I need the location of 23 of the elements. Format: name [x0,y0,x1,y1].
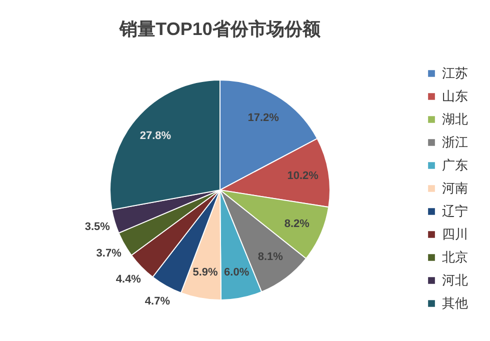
legend-label: 河南 [442,180,468,196]
data-label: 17.2% [248,112,280,124]
legend-label: 河北 [442,272,468,288]
data-label: 8.1% [258,251,284,264]
data-label: 8.2% [284,218,310,230]
data-label: 6.0% [224,266,250,278]
legend-label: 湖北 [442,112,468,126]
legend-label: 四川 [442,226,468,242]
chart-title: 销量TOP10省份市场份额 [118,19,322,39]
legend-label: 北京 [442,250,468,264]
legend-label: 江苏 [442,66,468,80]
data-label: 3.5% [84,220,110,233]
data-label: 27.8% [140,130,172,142]
legend-label: 浙江 [442,134,468,150]
legend-label: 广东 [442,158,468,172]
data-label: 4.7% [144,296,170,308]
legend-label: 其他 [442,296,468,310]
data-label: 5.9% [192,266,218,279]
data-label: 10.2% [287,170,319,182]
data-label: 4.4% [116,273,142,286]
data-label: 3.7% [96,247,122,260]
legend-label: 山东 [442,88,468,104]
legend-label: 辽宁 [442,204,468,218]
